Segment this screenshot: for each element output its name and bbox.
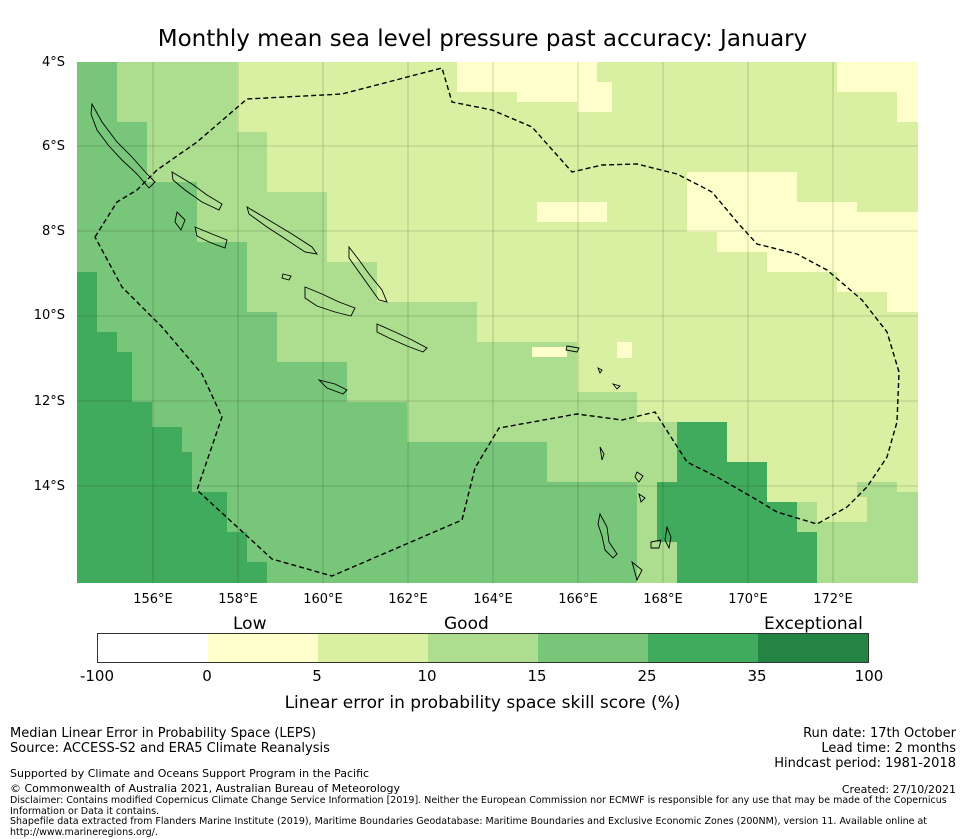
disclaimer-line: Disclaimer: Contains modified Copernicus… <box>10 795 947 806</box>
lon-label-168e: 168°E <box>643 592 683 607</box>
colorbar-tick: 5 <box>312 667 322 685</box>
category-exceptional: Exceptional <box>764 614 863 634</box>
skill-region-low-3 <box>687 172 918 312</box>
skill-region-low-1 <box>457 62 612 112</box>
lat-label-10s: 10°S <box>33 308 65 323</box>
colorbar-segment-7 <box>758 634 868 662</box>
colorbar-tick: 15 <box>527 667 547 685</box>
colorbar-tick: 25 <box>637 667 657 685</box>
colorbar-segment-1 <box>98 634 208 662</box>
island-small-1 <box>597 367 621 390</box>
lon-label-156e: 156°E <box>133 592 173 607</box>
skill-patch-good <box>857 482 897 497</box>
colorbar-segment-3 <box>318 634 428 662</box>
island-new-georgia <box>174 211 228 249</box>
disclaimer: Disclaimer: Contains modified Copernicus… <box>10 795 960 838</box>
lon-label-164e: 164°E <box>473 592 513 607</box>
lon-label-158e: 158°E <box>218 592 258 607</box>
info-supported: Supported by Climate and Oceans Support … <box>10 767 370 780</box>
colorbar-segment-6 <box>648 634 758 662</box>
island-santa-cruz <box>565 345 580 353</box>
category-good: Good <box>444 614 489 634</box>
coastlines <box>90 102 672 582</box>
lat-label-6s: 6°S <box>41 139 65 154</box>
island-bougainville <box>90 102 156 189</box>
info-copyright: © Commonwealth of Australia 2021, Austra… <box>10 782 400 795</box>
lon-label-162e: 162°E <box>388 592 428 607</box>
colorbar-tick: 100 <box>854 667 884 685</box>
lat-label-8s: 8°S <box>41 224 65 239</box>
island-malaita <box>348 245 388 303</box>
island-ambae <box>631 560 643 582</box>
colorbar-tick: 0 <box>202 667 212 685</box>
island-choiseul <box>171 171 223 211</box>
lead-time: Lead time: 2 months <box>821 741 956 756</box>
skill-region-low-2 <box>837 62 918 122</box>
colorbar-label: Linear error in probability space skill … <box>284 693 681 713</box>
colorbar-segment-2 <box>208 634 318 662</box>
colorbar-segment-5 <box>538 634 648 662</box>
island-efate <box>664 525 672 550</box>
category-low: Low <box>233 614 267 634</box>
chart-title: Monthly mean sea level pressure past acc… <box>157 26 808 52</box>
colorbar <box>97 633 869 663</box>
island-guadalcanal <box>304 286 356 317</box>
lon-label-166e: 166°E <box>558 592 598 607</box>
lon-label-172e: 172°E <box>813 592 853 607</box>
lon-label-170e: 170°E <box>728 592 768 607</box>
run-date: Run date: 17th October <box>803 726 956 741</box>
hindcast-period: Hindcast period: 1981-2018 <box>774 756 956 771</box>
skill-region-low-6 <box>617 342 632 358</box>
disclaimer-line: http://www.marineregions.org/. <box>10 826 158 838</box>
skill-map <box>77 62 918 583</box>
island-espiritu-santo <box>597 512 618 559</box>
created-date: Created: 27/10/2021 <box>841 783 956 796</box>
colorbar-tick: 10 <box>417 667 437 685</box>
island-torres <box>599 446 605 461</box>
disclaimer-line: Information or Data it contains. <box>10 805 160 817</box>
island-malekula <box>650 539 662 549</box>
colorbar-segment-4 <box>428 634 538 662</box>
info-leps: Median Linear Error in Probability Space… <box>10 726 317 741</box>
lat-label-12s: 12°S <box>33 394 65 409</box>
lat-label-14s: 14°S <box>33 479 65 494</box>
island-makira <box>376 323 428 353</box>
gridlines <box>77 62 918 583</box>
island-santa-isabel <box>246 206 318 255</box>
island-rennell <box>317 379 348 395</box>
colorbar-tick: 35 <box>747 667 767 685</box>
skill-region-very-good <box>77 272 267 583</box>
lon-label-160e: 160°E <box>303 592 343 607</box>
info-source: Source: ACCESS-S2 and ERA5 Climate Reana… <box>10 741 330 756</box>
island-russell <box>281 273 292 281</box>
lat-label-4s: 4°S <box>41 55 65 70</box>
skill-region-very-good-2 <box>657 422 817 583</box>
island-banks <box>634 471 646 503</box>
eez-boundary <box>94 67 900 577</box>
skill-region-low-5 <box>532 347 567 357</box>
disclaimer-line: Shapefile data extracted from Flanders M… <box>10 816 928 827</box>
skill-region-low-4 <box>537 202 607 222</box>
colorbar-tick: -100 <box>79 667 115 685</box>
